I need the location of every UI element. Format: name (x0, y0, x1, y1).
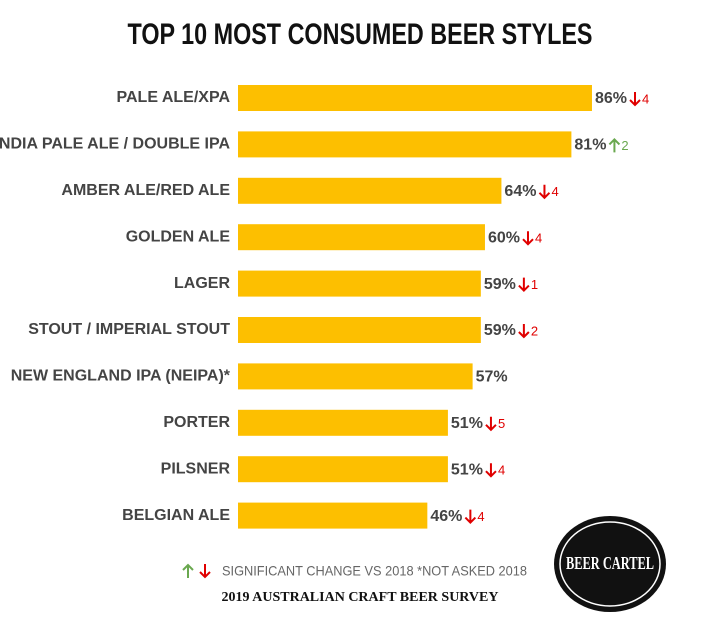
category-label: GOLDEN ALE (126, 228, 231, 245)
change-value: 4 (535, 231, 542, 246)
bar (238, 317, 481, 343)
logo: BEER CARTEL (554, 516, 666, 612)
value-label: 51% (451, 461, 483, 478)
legend-text: SIGNIFICANT CHANGE VS 2018 *NOT ASKED 20… (222, 563, 527, 579)
category-label: BELGIAN ALE (122, 507, 230, 524)
change-value: 2 (531, 323, 538, 338)
bar (238, 409, 448, 436)
change-arrow (485, 416, 497, 432)
category-label: STOUT / IMPERIAL STOUT (28, 321, 230, 338)
bar (238, 270, 481, 297)
change-value: 4 (642, 91, 649, 106)
logo-ring (559, 521, 661, 607)
value-label: 81% (574, 137, 606, 154)
bar (238, 502, 428, 529)
bar (238, 131, 572, 158)
category-label: PORTER (163, 414, 230, 431)
bar (238, 363, 473, 390)
category-label: PILSNER (161, 460, 231, 477)
logo-badge (554, 516, 666, 612)
change-arrow (518, 324, 530, 339)
value-label: 59% (484, 276, 516, 293)
value-label: 57% (476, 369, 508, 386)
chart-title: TOP 10 MOST CONSUMED BEER STYLES (128, 18, 593, 51)
value-label: 64% (504, 183, 536, 200)
change-value: 4 (477, 509, 484, 524)
category-label: LAGER (174, 275, 230, 292)
change-arrow (485, 463, 497, 478)
change-value: 1 (531, 277, 538, 292)
value-label: 60% (488, 229, 520, 246)
change-value: 5 (498, 416, 505, 431)
value-label: 46% (430, 508, 462, 525)
change-value: 4 (551, 184, 558, 199)
category-label: PALE ALE/XPA (117, 89, 231, 106)
change-arrow (538, 184, 551, 200)
value-label: 86% (595, 90, 627, 107)
value-label: 59% (484, 322, 516, 339)
change-arrow (182, 563, 194, 578)
bar (238, 85, 592, 111)
change-arrow (464, 509, 477, 525)
value-label: 51% (451, 415, 483, 432)
change-arrow (522, 231, 534, 246)
change-arrow (608, 137, 621, 153)
category-label: NEW ENGLAND IPA (NEIPA)* (11, 368, 231, 385)
bar (238, 177, 502, 204)
change-value: 2 (621, 138, 628, 153)
category-label: AMBER ALE/RED ALE (61, 182, 230, 199)
source: 2019 AUSTRALIAN CRAFT BEER SURVEY (222, 590, 499, 605)
change-arrow (199, 564, 211, 579)
change-value: 4 (498, 463, 505, 478)
logo-text: BEER CARTEL (566, 553, 654, 573)
change-arrow (629, 92, 641, 107)
bar (238, 224, 485, 251)
change-arrow (518, 277, 530, 293)
category-label: INDIA PALE ALE / DOUBLE IPA (0, 136, 230, 153)
bar (238, 456, 448, 483)
